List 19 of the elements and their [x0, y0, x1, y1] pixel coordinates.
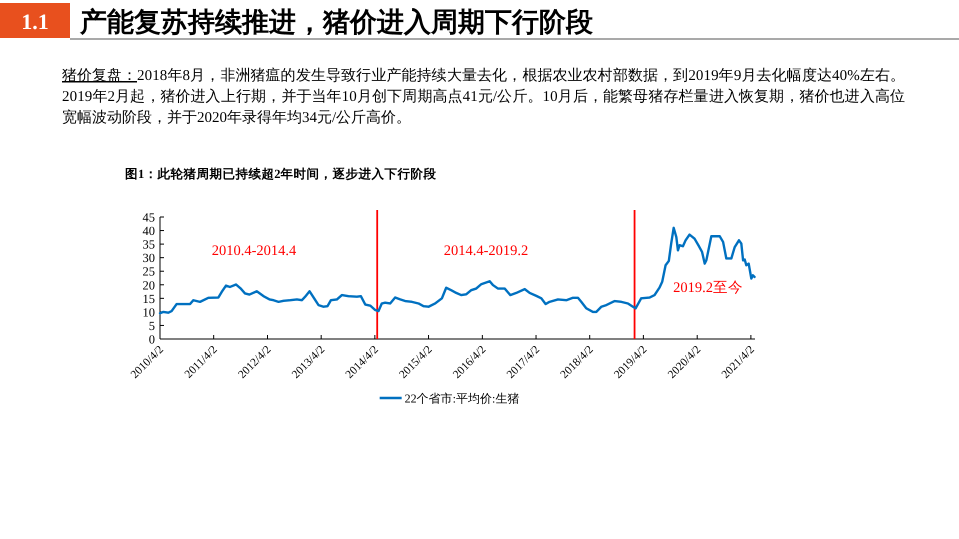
annotation: 2019.2至今 — [673, 279, 743, 296]
legend-label: 22个省市:平均价:生猪 — [404, 392, 520, 406]
y-tick-label: 45 — [142, 210, 155, 224]
annotation: 2014.4-2019.2 — [444, 243, 528, 259]
text: 猪价复盘：2018年8月，非洲猪瘟的发生导致行业产能持续大量去化，根据农业农村部数据，到2019年9月去化幅度达40%左右。2019年2月起，猪价进入上行期，并于当年10月创下周期高点41元/公斤。10月后，能繁母猪存栏量进入恢复期，猪价也进入高位宽幅波动阶段，并于2020年录得年均34元/公斤高价。 — [62, 67, 905, 126]
y-tick-label: 20 — [142, 278, 155, 292]
y-tick-label: 40 — [142, 224, 155, 238]
text: 1.1 — [21, 9, 49, 34]
y-tick-label: 25 — [142, 264, 155, 279]
y-tick-label: 0 — [148, 332, 155, 346]
y-tick-label: 35 — [142, 238, 155, 252]
annotation: 2010.4-2014.4 — [212, 243, 298, 259]
chart-title: 产能复苏持续推进，猪价进入周期下行阶段 — [79, 7, 594, 37]
y-tick-label: 30 — [142, 251, 155, 266]
y-tick-label: 5 — [148, 318, 155, 333]
chart-subtitle: 图1：此轮猪周期已持续超2年时间，逐步进入下行阶段 — [125, 166, 438, 181]
line-series — [158, 226, 756, 314]
y-tick-label: 15 — [142, 292, 155, 306]
y-tick-label: 10 — [142, 305, 155, 320]
